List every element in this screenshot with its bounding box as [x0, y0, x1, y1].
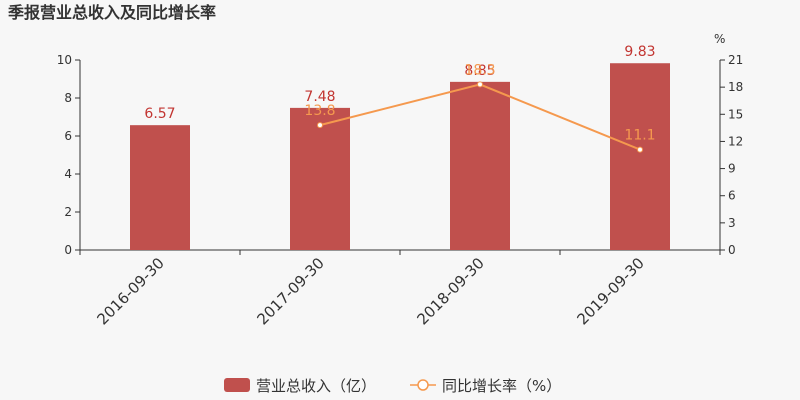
right-tick-label: 15: [728, 107, 743, 121]
line-value-label: 18.3: [464, 62, 495, 78]
bar[interactable]: [130, 125, 190, 250]
legend-bar-swatch: [224, 378, 250, 392]
line-point[interactable]: [317, 122, 323, 129]
bar-value-label: 8.85: [464, 63, 495, 79]
bar-value-label: 6.57: [144, 106, 175, 122]
line-series: [317, 81, 643, 153]
right-tick-label: 18: [728, 80, 743, 94]
legend-bar-label: 营业总收入（亿）: [256, 377, 376, 395]
x-tick-label: 2019-09-30: [573, 254, 647, 328]
line-value-label: 13.8: [304, 103, 335, 119]
bar-series: [130, 63, 670, 251]
line-value-label: 11.1: [624, 128, 655, 144]
right-axis-unit: %: [714, 32, 725, 46]
line-point[interactable]: [477, 81, 483, 88]
line-point[interactable]: [637, 146, 643, 153]
bar-value-label: 7.48: [304, 89, 335, 105]
left-tick-label: 2: [64, 205, 72, 219]
right-tick-label: 12: [728, 134, 743, 148]
legend-line-label: 同比增长率（%）: [442, 377, 561, 395]
x-tick-label: 2016-09-30: [93, 254, 167, 328]
legend[interactable]: 营业总收入（亿） 同比增长率（%）: [224, 377, 561, 395]
bar-value-label: 9.83: [624, 44, 655, 60]
left-tick-label: 6: [64, 129, 72, 143]
left-tick-label: 4: [64, 167, 72, 181]
data-labels: 6.57 7.48 8.85 9.83 13.8 18.3 11.1: [144, 44, 655, 143]
right-tick-label: 0: [728, 243, 736, 257]
right-tick-label: 3: [728, 216, 736, 230]
bar[interactable]: [610, 63, 670, 251]
bar[interactable]: [290, 107, 350, 250]
chart-title: 季报营业总收入及同比增长率: [7, 3, 216, 22]
x-tick-label: 2018-09-30: [413, 254, 487, 328]
left-tick-label: 10: [57, 53, 72, 67]
right-tick-label: 6: [728, 189, 736, 203]
right-tick-label: 9: [728, 162, 736, 176]
x-tick-label: 2017-09-30: [253, 254, 327, 328]
left-tick-label: 8: [64, 91, 72, 105]
left-tick-label: 0: [64, 243, 72, 257]
bar[interactable]: [450, 81, 510, 250]
legend-line-marker: [417, 379, 429, 391]
right-tick-label: 21: [728, 53, 743, 67]
